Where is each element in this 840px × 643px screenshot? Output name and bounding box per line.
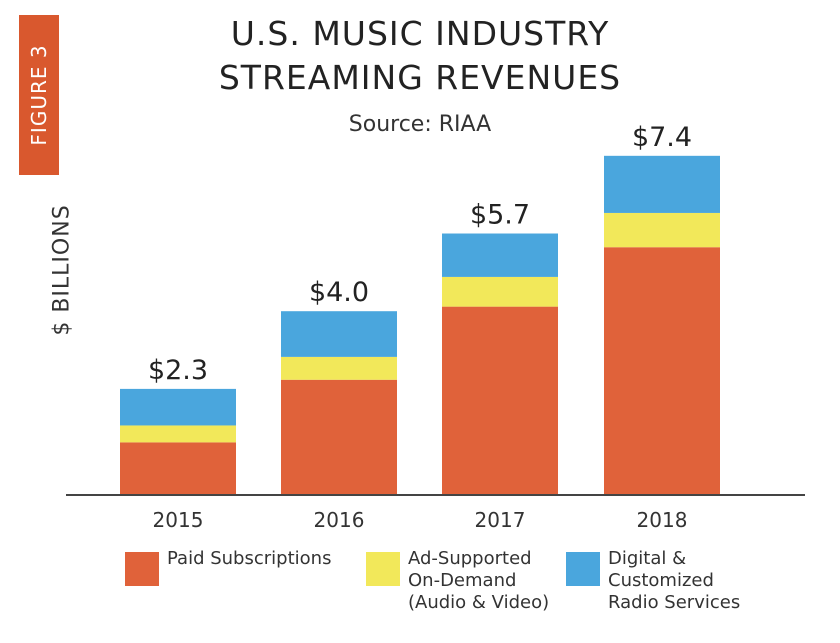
data-label: $2.3 [148, 355, 208, 386]
bar-segment [120, 442, 236, 494]
figure-label: FIGURE 3 [19, 15, 59, 175]
legend-item-radio: Digital & Customized Radio Services [566, 548, 740, 614]
bar-segment [604, 247, 720, 494]
legend-label: Ad-Supported On-Demand (Audio & Video) [408, 548, 550, 613]
data-label: $7.4 [632, 122, 692, 153]
legend-swatch [366, 552, 400, 586]
legend-item-ad-supported: Ad-Supported On-Demand (Audio & Video) [366, 548, 549, 614]
data-label: $5.7 [470, 200, 530, 231]
bar-segment [120, 388, 236, 426]
bar-segment [281, 356, 397, 380]
chart-title-line-1: U.S. MUSIC INDUSTRY [230, 14, 610, 53]
legend-label: Paid Subscriptions [167, 548, 332, 569]
x-tick-label: 2017 [475, 508, 526, 532]
bar-segment [120, 425, 236, 443]
legend-swatch [566, 552, 600, 586]
bar-segment [281, 379, 397, 494]
data-label: $4.0 [309, 277, 369, 308]
x-tick-label: 2015 [153, 508, 204, 532]
legend-item-paid: Paid Subscriptions [125, 548, 331, 586]
bar-segment [604, 212, 720, 248]
bar-segment [604, 155, 720, 213]
bar-segment [442, 306, 558, 494]
legend-swatch [125, 552, 159, 586]
x-tick-label: 2016 [314, 508, 365, 532]
bar-segment [442, 233, 558, 277]
bar-segment [281, 311, 397, 357]
chart-title-line-2: STREAMING REVENUES [218, 58, 622, 97]
legend-label: Digital & Customized Radio Services [608, 548, 741, 613]
chart-subtitle: Source: RIAA [348, 112, 492, 137]
x-tick-label: 2018 [637, 508, 688, 532]
bar-segment [442, 276, 558, 307]
